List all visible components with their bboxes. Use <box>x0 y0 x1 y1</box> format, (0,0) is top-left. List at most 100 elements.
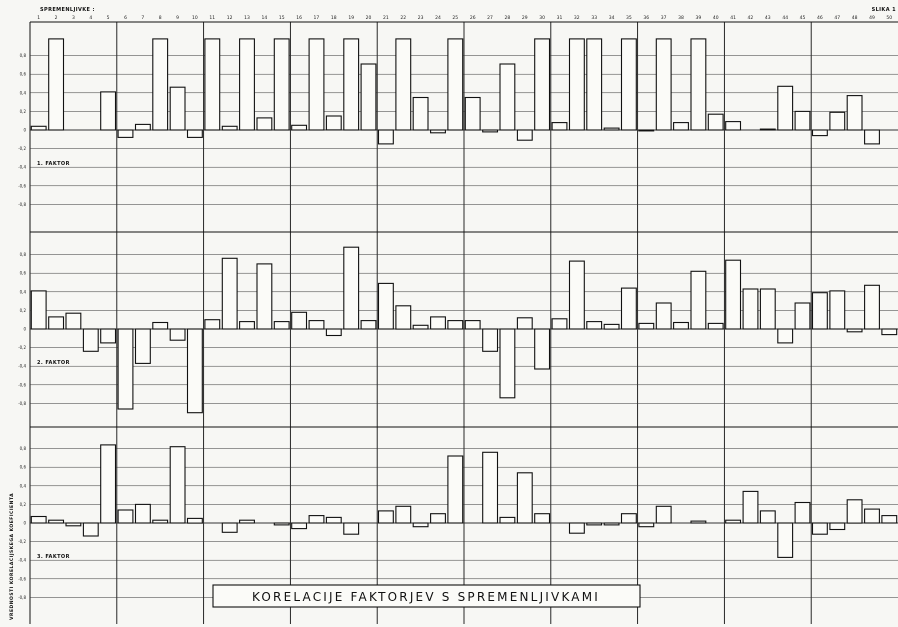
bar <box>655 505 672 524</box>
bar <box>134 328 151 364</box>
y-tick-label: 0 <box>23 521 26 526</box>
x-tick-label: 45 <box>800 15 806 21</box>
x-tick-label: 25 <box>452 15 458 21</box>
bar <box>829 111 846 131</box>
bar <box>690 270 707 330</box>
bar <box>204 319 221 330</box>
x-tick-label: 9 <box>176 15 179 21</box>
bar <box>447 38 464 131</box>
caption-box <box>212 584 641 608</box>
x-tick-label: 12 <box>227 15 233 21</box>
y-tick-label: 0,4 <box>20 90 27 95</box>
factor-title: 1. FAKTOR <box>37 161 70 167</box>
factor-panel-2: 0,8 0,6 0,4 0,2 0 -0,2 -0,4 -0,6 -0,8 2. FAKTOR <box>18 246 898 414</box>
x-tick-label: 30 <box>539 15 545 21</box>
y-tick-label: 0,6 <box>20 271 27 276</box>
bar <box>603 323 620 330</box>
bar <box>343 38 360 131</box>
x-tick-label: 6 <box>124 15 127 21</box>
x-tick-label: 27 <box>487 15 493 21</box>
x-tick-label: 8 <box>159 15 162 21</box>
bar <box>30 125 47 131</box>
bar <box>65 522 82 527</box>
bar <box>82 328 99 352</box>
x-tick-label: 26 <box>470 15 476 21</box>
x-tick-label: 24 <box>435 15 441 21</box>
bar <box>534 328 551 370</box>
x-tick-label: 3 <box>72 15 75 21</box>
y-tick-label: -0,6 <box>18 576 26 581</box>
x-tick-label: 34 <box>609 15 615 21</box>
bar <box>499 63 516 131</box>
x-tick-label: 13 <box>244 15 250 21</box>
variables-header-label: SPREMENLJIVKE : <box>40 7 95 13</box>
bar <box>134 123 151 131</box>
x-tick-label: 32 <box>574 15 580 21</box>
bar <box>794 110 811 131</box>
x-tick-label: 43 <box>765 15 771 21</box>
bar <box>377 282 394 330</box>
y-axis-title: VREDNOSTI KORELACIJSKEGA KOEFICIENTA <box>9 493 15 620</box>
bar <box>412 96 429 131</box>
bar <box>534 513 551 524</box>
bar <box>325 115 342 131</box>
bar <box>516 129 533 141</box>
bar <box>811 292 828 330</box>
bar <box>117 509 134 524</box>
bar <box>273 38 290 131</box>
bar <box>620 38 637 131</box>
bar <box>48 519 65 524</box>
bar <box>256 263 273 330</box>
bar <box>308 38 325 131</box>
y-tick-label: 0,4 <box>20 483 27 488</box>
bar <box>516 472 533 524</box>
bar <box>169 86 186 131</box>
bar <box>638 129 655 132</box>
bar <box>516 317 533 330</box>
factor-panel-1: 0,8 0,6 0,4 0,2 0 -0,2 -0,4 -0,6 -0,8 1. FAKTOR <box>18 38 898 207</box>
bar <box>291 522 308 530</box>
bar <box>794 302 811 330</box>
x-tick-label: 23 <box>418 15 424 21</box>
bar <box>864 284 880 330</box>
bar <box>48 38 65 131</box>
bar <box>117 129 134 138</box>
y-tick-label: -0,6 <box>18 183 26 188</box>
bar <box>673 122 689 131</box>
y-tick-label: -0,2 <box>18 345 26 350</box>
bar <box>412 522 429 528</box>
bar <box>377 129 394 145</box>
bar <box>30 290 47 330</box>
y-tick-label: 0,6 <box>20 465 27 470</box>
chart-frame <box>29 21 898 624</box>
bar <box>186 129 203 138</box>
y-tick-label: 0,2 <box>20 502 27 507</box>
x-tick-label: 40 <box>713 15 719 21</box>
bar <box>586 522 603 526</box>
bar <box>777 522 794 558</box>
bar <box>759 128 776 131</box>
x-tick-label: 21 <box>383 15 389 21</box>
y-tick-label: -0,6 <box>18 382 26 387</box>
bar <box>152 321 169 330</box>
bar <box>430 316 446 330</box>
bar <box>273 321 290 330</box>
bar <box>673 321 689 330</box>
x-tick-label: 35 <box>626 15 632 21</box>
bar <box>48 316 65 330</box>
bar <box>412 324 429 330</box>
bar <box>725 519 742 524</box>
bar <box>239 519 255 524</box>
bar <box>65 312 82 330</box>
bar <box>30 515 47 524</box>
bar <box>186 328 203 414</box>
bar <box>204 38 221 131</box>
bar <box>100 91 117 131</box>
x-tick-label: 28 <box>505 15 511 21</box>
bar <box>499 328 516 399</box>
y-tick-label: -0,4 <box>18 364 26 369</box>
x-tick-label: 29 <box>522 15 528 21</box>
bar <box>499 516 516 524</box>
